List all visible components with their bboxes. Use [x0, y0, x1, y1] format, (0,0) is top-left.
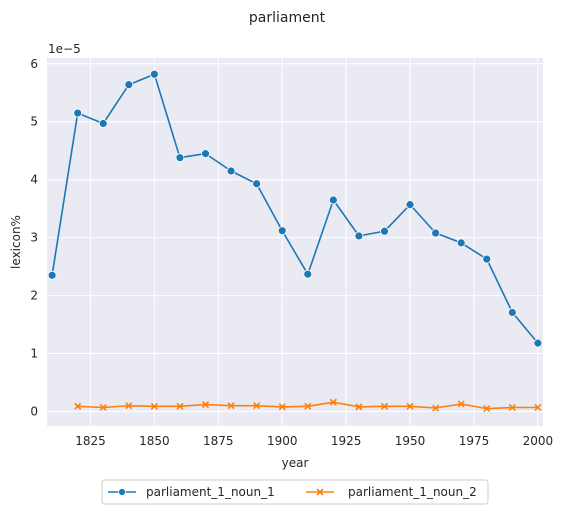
x-tick-label: 1850: [139, 434, 170, 448]
x-axis: 1825 1850 1875 1900 1925 1950 1975 2000: [75, 434, 553, 448]
data-point: [150, 402, 158, 410]
x-axis-label: year: [282, 456, 309, 470]
x-marker-stroke: [457, 400, 465, 408]
data-point: [482, 254, 492, 264]
x-tick-label: 1875: [203, 434, 234, 448]
series-layer: [47, 69, 543, 413]
data-point: [355, 403, 363, 411]
y-scale-multiplier: 1e−5: [48, 42, 81, 56]
x-marker-stroke: [483, 405, 491, 413]
data-point: [380, 402, 389, 410]
data-point: [277, 226, 287, 236]
data-point: [508, 403, 516, 412]
x-marker-stroke: [278, 403, 286, 411]
x-marker-stroke: [432, 404, 440, 412]
legend-box: [101, 479, 489, 505]
data-point: [431, 228, 441, 238]
legend-label-series-2: parliament_1_noun_2: [348, 485, 477, 499]
data-point: [534, 403, 542, 412]
x-tick-label: 1975: [459, 434, 490, 448]
data-point: [304, 402, 312, 410]
data-point: [201, 400, 210, 409]
x-marker-stroke: [316, 488, 324, 496]
data-point: [47, 270, 57, 280]
grid: [47, 58, 543, 426]
x-marker-stroke: [176, 402, 184, 410]
y-tick-label: 1: [30, 347, 38, 361]
x-marker-stroke: [508, 403, 516, 412]
data-point: [303, 269, 313, 279]
data-point: [253, 402, 261, 410]
data-point: [456, 238, 466, 248]
data-point: [227, 402, 235, 410]
data-point: [507, 308, 517, 317]
plot-area: [47, 58, 543, 426]
x-tick-label: 1950: [395, 434, 426, 448]
x-marker-stroke: [329, 398, 337, 406]
y-tick-label: 5: [30, 115, 38, 129]
x-marker-stroke: [406, 402, 414, 410]
chart-title: parliament: [249, 10, 326, 26]
x-tick-label: 1825: [75, 434, 106, 448]
data-point: [226, 166, 236, 176]
x-marker-stroke: [304, 402, 312, 410]
x-marker-stroke: [74, 402, 82, 410]
data-point: [98, 119, 108, 128]
x-marker-stroke: [253, 402, 261, 410]
y-tick-label: 4: [30, 173, 38, 187]
y-tick-label: 2: [30, 289, 38, 303]
data-point: [149, 69, 159, 79]
data-point: [457, 400, 465, 408]
x-marker-stroke: [380, 402, 389, 410]
data-point: [124, 80, 134, 90]
x-marker-stroke: [227, 402, 235, 410]
data-point: [175, 153, 185, 163]
x-marker-stroke: [125, 402, 133, 410]
data-point: [405, 200, 415, 210]
data-point: [329, 398, 337, 406]
x-marker-stroke: [150, 402, 158, 410]
x-tick-label: 2000: [523, 434, 554, 448]
x-tick-label: 1900: [267, 434, 298, 448]
legend-label-series-1: parliament_1_noun_1: [146, 485, 275, 499]
data-point: [380, 226, 389, 236]
data-point: [252, 179, 262, 189]
legend-marker-series-2: [316, 488, 324, 496]
data-point: [533, 338, 543, 348]
y-axis: 0 1 2 3 4 5 6: [30, 57, 38, 419]
series-line-1: [51, 73, 539, 344]
data-point: [406, 402, 414, 410]
x-marker-stroke: [99, 403, 107, 412]
data-point: [483, 405, 491, 413]
x-marker-stroke: [534, 403, 542, 412]
data-point: [278, 403, 286, 411]
data-point: [354, 231, 364, 241]
x-marker-stroke: [355, 403, 363, 411]
data-point: [176, 402, 184, 410]
data-point: [74, 402, 82, 410]
legend-marker-series-1: [118, 488, 126, 496]
data-point: [328, 195, 338, 205]
x-tick-label: 1925: [331, 434, 362, 448]
y-axis-label: lexicon%: [9, 215, 23, 269]
y-tick-label: 6: [30, 57, 38, 71]
data-point: [201, 149, 210, 159]
data-point: [125, 402, 133, 410]
data-point: [99, 403, 107, 412]
data-point: [73, 108, 83, 118]
y-tick-label: 0: [30, 405, 38, 419]
x-marker-stroke: [201, 400, 210, 409]
legend-x-marker: [316, 488, 324, 496]
data-point: [432, 404, 440, 412]
y-tick-label: 3: [30, 231, 38, 245]
legend: parliament_1_noun_1 parliament_1_noun_2: [101, 479, 489, 505]
